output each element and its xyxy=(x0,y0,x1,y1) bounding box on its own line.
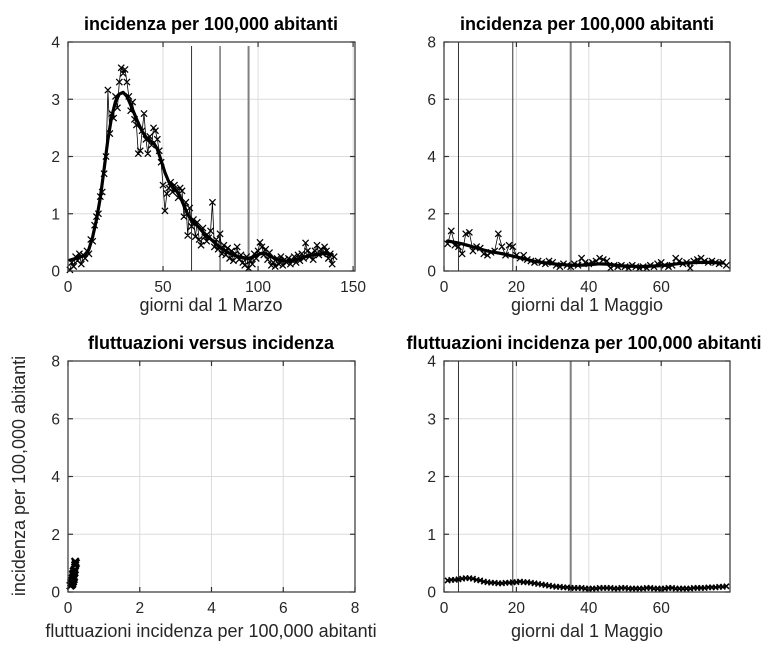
y-tick-label: 4 xyxy=(51,35,60,52)
x-axis-label-incidenza-marzo: giorni dal 1 Marzo xyxy=(139,295,282,315)
x-axis-label-incidenza-maggio: giorni dal 1 Maggio xyxy=(511,295,663,315)
y-tick-label: 0 xyxy=(51,585,60,602)
x-tick-label: 60 xyxy=(653,600,671,617)
y-tick-label: 3 xyxy=(427,411,436,428)
x-tick-label: 20 xyxy=(508,600,526,617)
series-line xyxy=(68,90,334,263)
x-tick-label: 0 xyxy=(440,600,449,617)
x-tick-label: 150 xyxy=(340,279,366,296)
y-tick-label: 6 xyxy=(427,92,436,109)
chart-title-incidenza-maggio: incidenza per 100,000 abitanti xyxy=(460,14,714,34)
chart-fluttuazioni-vs-incidenza: 0 2 4 6 8 0 2 4 6 8 xyxy=(51,354,359,618)
y-tick-label: 4 xyxy=(427,354,436,371)
x-axis-label-fluttuazioni-vs-incidenza: fluttuazioni incidenza per 100,000 abita… xyxy=(45,621,376,641)
chart-title-incidenza-marzo: incidenza per 100,000 abitanti xyxy=(84,14,338,34)
y-tick-label: 2 xyxy=(427,206,436,223)
x-tick-label: 100 xyxy=(245,279,271,296)
y-tick-label: 6 xyxy=(51,411,60,428)
y-tick-label: 1 xyxy=(427,527,436,544)
y-tick-label: 1 xyxy=(51,206,60,223)
y-tick-label: 2 xyxy=(51,149,60,166)
x-tick-label: 8 xyxy=(351,600,360,617)
x-tick-label: 6 xyxy=(279,600,288,617)
y-tick-label: 3 xyxy=(51,92,60,109)
chart-title-fluttuazioni-maggio: fluttuazioni incidenza per 100,000 abita… xyxy=(406,333,761,353)
y-tick-label: 0 xyxy=(427,264,436,281)
y-tick-label: 8 xyxy=(51,354,60,371)
chart-incidenza-maggio: 0 20 40 60 0 2 4 6 8 xyxy=(427,35,731,296)
x-tick-label: 50 xyxy=(154,279,172,296)
y-tick-label: 0 xyxy=(51,264,60,281)
y-tick-label: 2 xyxy=(51,527,60,544)
chart-title-fluttuazioni-vs-incidenza: fluttuazioni versus incidenza xyxy=(88,333,335,353)
x-axis-label-fluttuazioni-maggio: giorni dal 1 Maggio xyxy=(511,621,663,641)
x-tick-label: 40 xyxy=(580,600,598,617)
x-tick-label: 60 xyxy=(653,279,671,296)
series-line xyxy=(446,239,725,269)
y-tick-label: 0 xyxy=(427,585,436,602)
y-tick-label: 8 xyxy=(427,35,436,52)
x-tick-label: 20 xyxy=(508,279,526,296)
y-tick-label: 4 xyxy=(427,149,436,166)
y-axis-label-fluttuazioni-vs-incidenza: incidenza per 100,000 abitanti xyxy=(9,356,29,596)
chart-incidenza-marzo: 0 50 100 150 0 1 2 3 4 xyxy=(51,35,366,297)
series-markers xyxy=(444,574,730,592)
series-markers xyxy=(66,557,81,591)
y-tick-label: 4 xyxy=(51,469,60,486)
x-tick-label: 0 xyxy=(64,279,73,296)
chart-fluttuazioni-maggio: 0 20 40 60 0 1 2 3 4 xyxy=(427,354,731,617)
x-tick-label: 4 xyxy=(207,600,216,617)
x-tick-label: 0 xyxy=(64,600,73,617)
y-tick-label: 2 xyxy=(427,469,436,486)
x-tick-label: 40 xyxy=(580,279,598,296)
x-tick-label: 0 xyxy=(440,279,449,296)
x-tick-label: 2 xyxy=(135,600,144,617)
